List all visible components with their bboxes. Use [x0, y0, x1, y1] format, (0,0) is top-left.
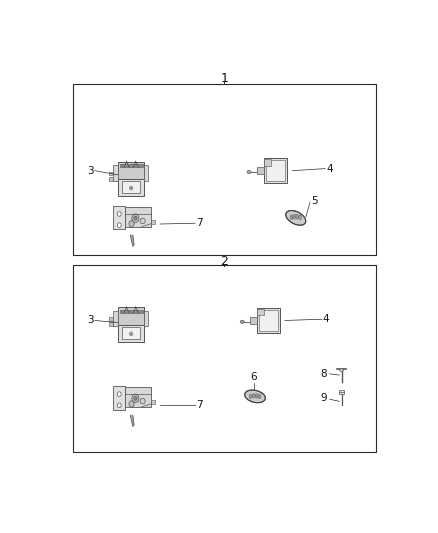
Text: 7: 7	[196, 218, 202, 228]
Bar	[257, 308, 280, 333]
Text: 6: 6	[250, 372, 257, 382]
Bar	[250, 317, 257, 324]
Bar	[144, 311, 148, 326]
Ellipse shape	[134, 397, 137, 400]
Ellipse shape	[296, 214, 299, 219]
Text: 3: 3	[87, 166, 94, 176]
Ellipse shape	[129, 401, 134, 407]
Text: 4: 4	[326, 164, 333, 174]
Ellipse shape	[240, 320, 244, 324]
Text: 7: 7	[196, 400, 202, 409]
Bar	[122, 327, 140, 339]
Text: 8: 8	[321, 369, 327, 379]
Text: 2: 2	[221, 255, 228, 268]
Ellipse shape	[249, 394, 252, 399]
Ellipse shape	[255, 393, 258, 398]
Ellipse shape	[140, 398, 145, 404]
Polygon shape	[130, 415, 134, 426]
Bar	[109, 172, 113, 175]
Ellipse shape	[131, 188, 132, 189]
Bar	[113, 386, 125, 409]
Bar	[118, 308, 144, 325]
Bar	[113, 206, 125, 229]
Bar	[144, 165, 148, 181]
Bar	[113, 165, 118, 181]
Text: 1: 1	[221, 72, 228, 85]
Ellipse shape	[299, 215, 301, 220]
Ellipse shape	[286, 211, 306, 225]
Bar	[118, 161, 144, 179]
Bar	[118, 325, 144, 342]
Text: 9: 9	[321, 393, 327, 403]
Bar	[113, 311, 118, 326]
Text: 4: 4	[323, 314, 329, 324]
Bar	[257, 167, 264, 174]
Ellipse shape	[140, 218, 145, 224]
Bar	[264, 159, 271, 166]
Ellipse shape	[129, 221, 134, 227]
Text: 5: 5	[311, 197, 318, 206]
Ellipse shape	[117, 212, 121, 216]
Bar	[257, 309, 264, 316]
Bar	[109, 317, 113, 321]
Bar	[120, 310, 143, 312]
Ellipse shape	[247, 171, 251, 174]
Bar	[125, 207, 151, 227]
Ellipse shape	[290, 215, 293, 220]
Bar	[109, 177, 113, 181]
Ellipse shape	[130, 332, 133, 336]
Bar	[259, 310, 279, 331]
Bar	[339, 390, 344, 393]
Bar	[118, 179, 144, 196]
Ellipse shape	[131, 333, 132, 335]
Ellipse shape	[134, 216, 137, 220]
Ellipse shape	[132, 214, 139, 222]
Bar	[109, 322, 113, 326]
Bar	[151, 220, 155, 224]
Bar	[74, 84, 375, 255]
Ellipse shape	[293, 214, 296, 219]
Ellipse shape	[258, 394, 261, 399]
Ellipse shape	[132, 394, 139, 402]
Ellipse shape	[117, 223, 121, 228]
Bar	[120, 164, 143, 167]
Bar	[125, 387, 151, 407]
Ellipse shape	[117, 392, 121, 397]
Text: 3: 3	[87, 316, 94, 326]
Bar	[122, 181, 140, 193]
Bar	[265, 160, 285, 181]
Ellipse shape	[245, 390, 265, 403]
Bar	[151, 400, 155, 404]
Ellipse shape	[117, 403, 121, 408]
Ellipse shape	[340, 369, 343, 372]
Ellipse shape	[130, 186, 133, 190]
Bar	[74, 265, 375, 452]
Ellipse shape	[252, 393, 255, 398]
Polygon shape	[130, 235, 134, 246]
Bar	[264, 158, 287, 183]
